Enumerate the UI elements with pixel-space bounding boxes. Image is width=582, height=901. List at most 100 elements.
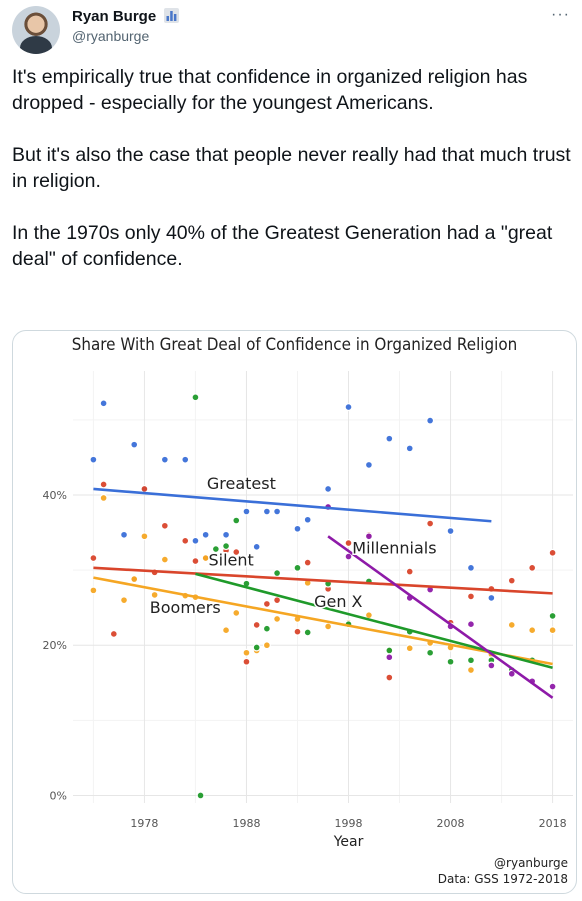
- data-point-silent: [109, 629, 118, 638]
- data-point-silent: [140, 484, 149, 493]
- data-point-boomers: [273, 614, 282, 623]
- data-point-greatest: [242, 507, 251, 516]
- data-point-greatest: [364, 460, 373, 469]
- data-point-boomers: [150, 590, 159, 599]
- data-point-gen-x: [466, 656, 475, 665]
- data-point-greatest: [273, 507, 282, 516]
- data-point-silent: [426, 519, 435, 528]
- chart-plot: 1978 1988 1998 2008 2018 0% 20% 40% Year Greatest…: [43, 371, 573, 850]
- series-label-millennials: Millennials: [352, 539, 436, 558]
- x-axis-label: Year: [333, 834, 364, 850]
- author-name-text[interactable]: Ryan Burge: [72, 8, 157, 25]
- data-point-gen-x: [211, 545, 220, 554]
- data-point-millennials: [548, 682, 557, 691]
- data-point-greatest: [262, 507, 271, 516]
- data-point-gen-x: [196, 791, 205, 800]
- series-label-greatest: Greatest: [207, 474, 276, 493]
- data-point-millennials: [344, 552, 353, 561]
- data-point-silent: [303, 558, 312, 567]
- tweet-paragraph: But it's also the case that people never…: [12, 144, 577, 192]
- data-point-greatest: [446, 527, 455, 536]
- data-point-silent: [181, 536, 190, 545]
- tweet-media-chart[interactable]: 1978 1988 1998 2008 2018 0% 20% 40% Year Greatest…: [12, 330, 577, 894]
- data-point-boomers: [99, 493, 108, 502]
- data-point-greatest: [303, 515, 312, 524]
- data-point-silent: [344, 539, 353, 548]
- data-point-silent: [507, 576, 516, 585]
- data-point-silent: [160, 521, 169, 530]
- data-point-greatest: [385, 434, 394, 443]
- y-tick-label: 40%: [43, 489, 67, 502]
- y-tick-label: 20%: [43, 639, 67, 652]
- bar-chart-emoji-icon: [164, 8, 180, 27]
- data-point-gen-x: [385, 646, 394, 655]
- data-point-boomers: [324, 622, 333, 631]
- data-point-boomers: [201, 554, 210, 563]
- data-point-greatest: [201, 530, 210, 539]
- data-point-silent: [191, 557, 200, 566]
- data-point-gen-x: [191, 393, 200, 402]
- data-point-silent: [273, 596, 282, 605]
- author-name[interactable]: Ryan Burge: [72, 8, 180, 27]
- data-point-gen-x: [303, 628, 312, 637]
- data-point-gen-x: [252, 643, 261, 652]
- data-point-greatest: [252, 542, 261, 551]
- more-options-icon[interactable]: ···: [551, 6, 570, 23]
- data-point-millennials: [466, 620, 475, 629]
- data-point-greatest: [487, 593, 496, 602]
- data-point-millennials: [487, 661, 496, 670]
- data-point-millennials: [507, 669, 516, 678]
- data-point-greatest: [160, 455, 169, 464]
- data-point-greatest: [426, 416, 435, 425]
- data-point-gen-x: [446, 657, 455, 666]
- trend-line-boomers: [93, 576, 553, 666]
- data-point-gen-x: [262, 624, 271, 633]
- data-point-greatest: [89, 455, 98, 464]
- trend-line-silent: [93, 566, 553, 595]
- data-point-greatest: [130, 440, 139, 449]
- x-tick-label: 1998: [335, 817, 363, 830]
- data-point-boomers: [160, 555, 169, 564]
- data-point-greatest: [181, 455, 190, 464]
- data-point-gen-x: [426, 648, 435, 657]
- trend-line-millennials: [327, 535, 554, 699]
- data-point-silent: [293, 627, 302, 636]
- x-tick-label: 2018: [539, 817, 567, 830]
- chart-credit-source: Data: GSS 1972-2018: [437, 872, 568, 886]
- tweet-header: Ryan Burge @ryanburge ···: [12, 6, 570, 54]
- chart-title: Share With Great Deal of Confidence in O…: [71, 335, 518, 354]
- data-point-greatest: [222, 530, 231, 539]
- data-point-greatest: [191, 536, 200, 545]
- data-point-silent: [262, 599, 271, 608]
- data-point-silent: [528, 563, 537, 572]
- tweet-text: It's empirically true that confidence in…: [12, 64, 572, 298]
- data-point-boomers: [232, 608, 241, 617]
- data-point-boomers: [140, 532, 149, 541]
- data-point-greatest: [99, 399, 108, 408]
- data-point-greatest: [405, 444, 414, 453]
- avatar[interactable]: [12, 6, 60, 54]
- data-point-boomers: [262, 641, 271, 650]
- trend-line-greatest: [93, 487, 492, 523]
- data-point-millennials: [385, 653, 394, 662]
- data-point-silent: [232, 548, 241, 557]
- series-label-gen-x: Gen X: [314, 592, 362, 611]
- data-point-silent: [252, 620, 261, 629]
- x-tick-label: 2008: [437, 817, 465, 830]
- tweet-paragraph: It's empirically true that confidence in…: [12, 66, 533, 114]
- data-point-gen-x: [232, 516, 241, 525]
- trend-line-gen-x: [195, 572, 553, 670]
- data-point-silent: [89, 554, 98, 563]
- data-point-boomers: [242, 648, 251, 657]
- series-label-silent: Silent: [209, 551, 254, 570]
- data-point-greatest: [344, 403, 353, 412]
- data-point-boomers: [130, 575, 139, 584]
- author-handle[interactable]: @ryanburge: [72, 28, 150, 44]
- tweet-paragraph: In the 1970s only 40% of the Greatest Ge…: [12, 222, 558, 270]
- data-point-gen-x: [293, 563, 302, 572]
- data-point-gen-x: [273, 569, 282, 578]
- data-point-boomers: [89, 586, 98, 595]
- data-point-silent: [99, 480, 108, 489]
- data-point-silent: [242, 657, 251, 666]
- data-point-greatest: [120, 530, 129, 539]
